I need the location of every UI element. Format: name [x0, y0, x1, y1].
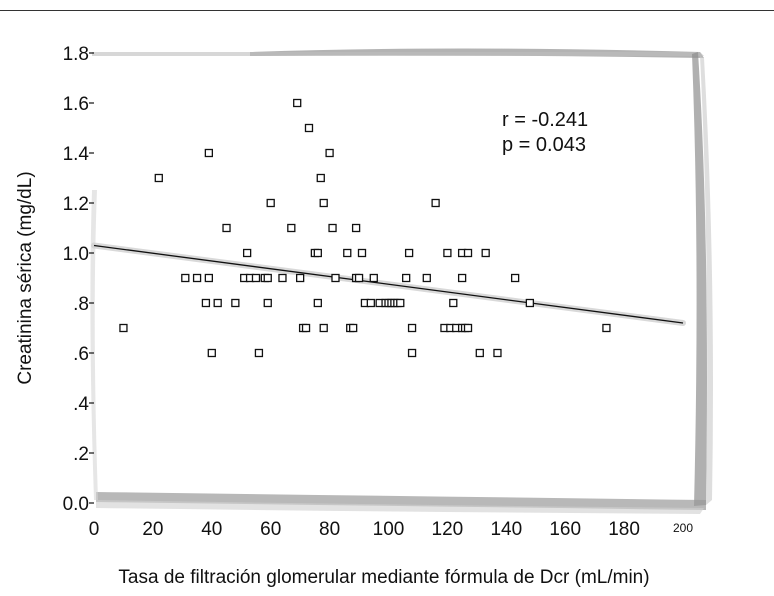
data-point [263, 298, 272, 308]
data-point [313, 248, 322, 258]
x-tick-label: 80 [319, 519, 340, 540]
correlation-r: r = -0.241 [502, 109, 588, 131]
data-point [354, 273, 364, 283]
y-axis-title: Creatinina sérica (mg/dL) [15, 171, 36, 384]
y-tick-label: 1.0 [63, 244, 89, 265]
data-point [204, 273, 214, 283]
data-point [263, 273, 272, 283]
x-tick-label: 200 [673, 521, 693, 535]
data-point [351, 223, 361, 233]
data-point [242, 248, 252, 258]
x-tick-label: 120 [432, 519, 464, 540]
data-point [313, 298, 322, 308]
x-tick-label: 40 [201, 519, 222, 540]
plot-frame [90, 48, 713, 514]
data-point [266, 198, 275, 208]
data-point [213, 298, 222, 308]
y-tick-label: .2 [73, 444, 89, 465]
y-tick-label: .6 [73, 344, 89, 365]
data-point [251, 273, 261, 283]
data-point [463, 323, 473, 333]
regression-line [93, 244, 684, 324]
data-point [475, 348, 484, 358]
data-point [510, 273, 520, 283]
data-point [278, 273, 287, 283]
data-point [201, 298, 211, 308]
data-point [481, 248, 490, 258]
data-point [457, 273, 467, 283]
x-tick-label: 0 [89, 519, 100, 540]
data-point [407, 323, 417, 333]
y-axis-ticks: 0.0 .2 .4 .6 .8 1.0 1.2 1.4 1.6 1.8 [63, 44, 94, 515]
data-point [402, 273, 411, 283]
data-points [119, 98, 611, 358]
data-point [404, 248, 414, 258]
data-point [154, 173, 163, 183]
data-point [304, 123, 314, 133]
data-point [295, 273, 305, 283]
y-tick-label: 1.4 [63, 144, 90, 165]
data-point [525, 298, 535, 308]
x-axis-title: Tasa de filtración glomerular mediante f… [118, 567, 649, 588]
data-point [222, 223, 231, 233]
data-point [349, 323, 358, 333]
p-value: p = 0.043 [502, 134, 586, 156]
data-point [254, 348, 264, 358]
y-tick-label: .4 [73, 394, 89, 415]
data-point [449, 298, 458, 308]
data-point [119, 323, 128, 333]
data-point [204, 148, 214, 158]
data-point [301, 323, 311, 333]
y-tick-label: 1.2 [63, 194, 89, 215]
data-point [602, 323, 611, 333]
y-tick-label: 1.6 [63, 94, 89, 115]
y-tick-label: .8 [73, 294, 89, 315]
x-tick-label: 20 [142, 519, 163, 540]
data-point [463, 248, 473, 258]
x-tick-label: 60 [260, 519, 281, 540]
data-point [319, 323, 328, 333]
data-point [328, 223, 337, 233]
data-point [207, 348, 216, 358]
data-point [287, 223, 296, 233]
data-point [407, 348, 417, 358]
data-point [192, 273, 202, 283]
data-point [369, 273, 378, 283]
data-point [493, 348, 502, 358]
x-tick-label: 180 [608, 519, 640, 540]
data-point [325, 148, 334, 158]
data-point [443, 248, 452, 258]
data-point [231, 298, 240, 308]
data-point [319, 198, 328, 208]
data-point [316, 173, 325, 183]
data-point [343, 248, 352, 258]
data-point [331, 273, 340, 283]
x-tick-label: 160 [549, 519, 581, 540]
data-point [357, 248, 367, 258]
x-axis-ticks: 0 20 40 60 80 100 120 140 160 180 200 [89, 519, 694, 540]
data-point [181, 273, 190, 283]
y-tick-label: 1.8 [63, 44, 89, 65]
data-point [293, 98, 302, 108]
data-point [396, 298, 405, 308]
x-tick-label: 100 [373, 519, 405, 540]
data-point [431, 198, 440, 208]
data-point [366, 298, 375, 308]
x-tick-label: 140 [490, 519, 522, 540]
y-tick-label: 0.0 [63, 494, 89, 515]
data-point [422, 273, 431, 283]
top-rule [0, 10, 774, 11]
